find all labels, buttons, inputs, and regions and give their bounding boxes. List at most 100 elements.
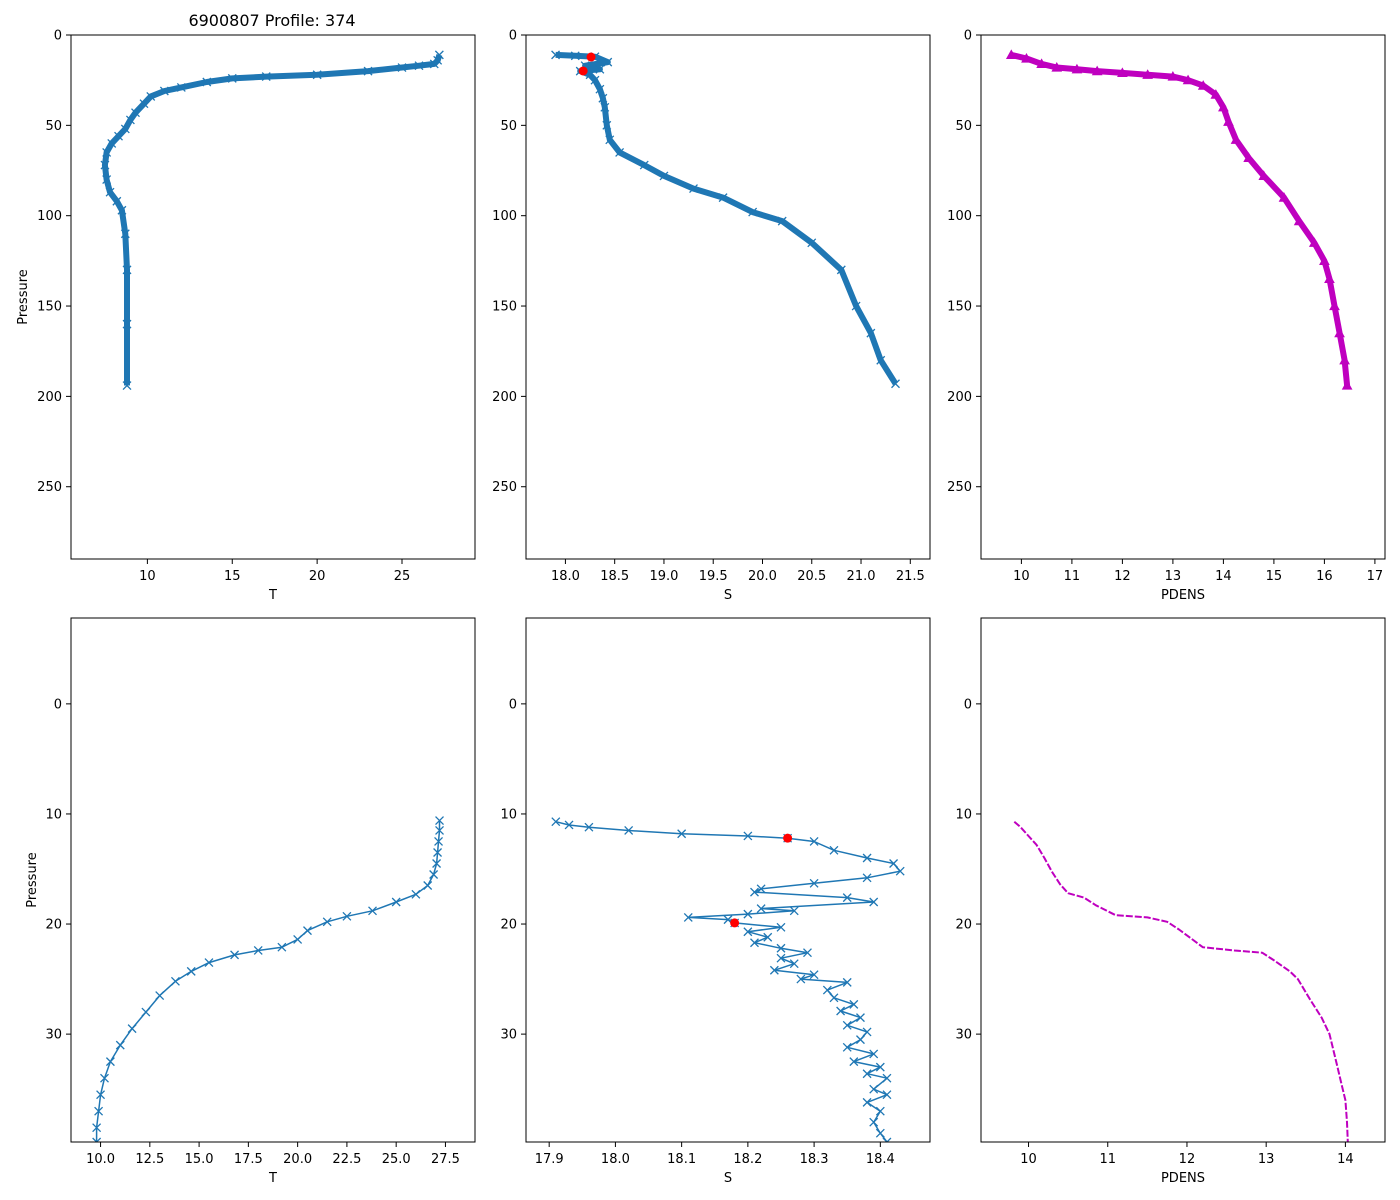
y-tick-label: 150 (37, 300, 62, 315)
data-point (435, 826, 444, 835)
x-tick-label: 15.0 (185, 1152, 214, 1167)
x-tick-label: 20.0 (748, 569, 777, 584)
y-axis-label: Pressure (16, 269, 31, 325)
data-point (322, 917, 332, 927)
x-tick-label: 25 (394, 569, 411, 584)
data-point (570, 51, 580, 61)
data-point (277, 942, 287, 952)
data-point (789, 906, 799, 916)
x-axis-label: T (268, 588, 277, 603)
data-point (789, 959, 799, 969)
data-point (756, 904, 766, 914)
x-axis-label: S (724, 588, 732, 603)
data-point (590, 75, 600, 85)
data-point (769, 965, 779, 975)
data-point (750, 887, 759, 897)
data-point (862, 1027, 872, 1037)
plot-area (551, 50, 900, 389)
data-point (122, 265, 132, 275)
data-point (176, 82, 186, 92)
data-point (1071, 63, 1083, 74)
x-tick-label: 17.5 (234, 1152, 263, 1167)
chart-sal_zoom: 17.9 18.0 18.1 18.2 18.3 18.4 0 10 20 30 S (500, 617, 931, 1186)
x-tick-label: 25.0 (382, 1152, 411, 1167)
x-tick-label: 14 (1215, 569, 1232, 584)
data-point (895, 866, 905, 876)
data-point (776, 922, 786, 932)
axes-frame (70, 617, 476, 1143)
y-tick-label: 10 (500, 807, 517, 822)
y-tick-label: 100 (37, 209, 62, 224)
qc-flag-point (730, 918, 740, 928)
y-tick-label: 50 (955, 119, 972, 134)
data-point (131, 108, 140, 118)
plot-area (1005, 49, 1353, 390)
data-point (1091, 65, 1103, 76)
data-point (92, 1137, 102, 1142)
y-tick-label: 200 (947, 390, 972, 405)
data-point (1308, 237, 1320, 247)
y-axis-label: Pressure (25, 852, 40, 908)
data-point (120, 124, 130, 134)
data-point (602, 120, 612, 130)
x-tick-label: 18.3 (800, 1152, 829, 1167)
y-tick-label: 10 (45, 807, 62, 822)
data-point (598, 93, 608, 103)
x-tick-label: 12 (1179, 1152, 1196, 1167)
data-point (862, 1097, 872, 1107)
data-point (122, 381, 132, 390)
data-point (1339, 354, 1350, 365)
x-tick-label: 15 (1266, 569, 1283, 584)
data-point (435, 816, 444, 826)
data-point (312, 70, 322, 80)
data-point (170, 976, 180, 986)
x-tick-label: 17.9 (535, 1152, 564, 1167)
data-point (1278, 192, 1290, 202)
data-point (107, 138, 117, 148)
data-point (429, 870, 439, 879)
data-point (624, 826, 634, 835)
data-point (1167, 71, 1179, 81)
data-point (105, 1057, 115, 1067)
data-point (423, 881, 433, 890)
x-tick-label: 14 (1337, 1152, 1354, 1167)
y-tick-label: 150 (947, 300, 972, 315)
y-tick-label: 150 (492, 300, 517, 315)
data-point (261, 72, 271, 82)
data-point (683, 912, 693, 922)
data-point (434, 50, 444, 60)
data-point (411, 889, 421, 899)
x-axis-label: PDENS (1161, 1171, 1205, 1186)
x-tick-label: 18.0 (601, 1152, 630, 1167)
data-point (743, 927, 753, 937)
data-point (92, 1123, 102, 1133)
data-point (869, 1084, 879, 1094)
axes-frame (525, 617, 931, 1143)
data-point (139, 99, 149, 109)
data-point (842, 893, 852, 903)
data-point (875, 1062, 885, 1072)
data-point (777, 216, 787, 226)
data-point (1329, 300, 1340, 311)
x-tick-label: 18.0 (551, 569, 580, 584)
data-point (1021, 52, 1032, 63)
axes-frame (980, 34, 1386, 560)
data-point (822, 985, 832, 995)
data-point (122, 319, 132, 329)
data-point (397, 63, 407, 72)
data-point (1243, 152, 1254, 162)
data-point (115, 1040, 125, 1050)
x-tick-label: 20.5 (797, 569, 826, 584)
data-point (432, 859, 442, 868)
data-point (584, 822, 594, 832)
x-axis-label: PDENS (1161, 588, 1205, 603)
data-point (564, 820, 574, 830)
data-point (204, 958, 214, 968)
data-point (882, 1137, 892, 1142)
data-point (202, 77, 212, 87)
x-tick-label: 22.5 (332, 1152, 361, 1167)
data-point (1117, 67, 1128, 78)
data-point (127, 1024, 137, 1034)
x-tick-label: 20 (309, 569, 326, 584)
data-point (1223, 116, 1234, 126)
